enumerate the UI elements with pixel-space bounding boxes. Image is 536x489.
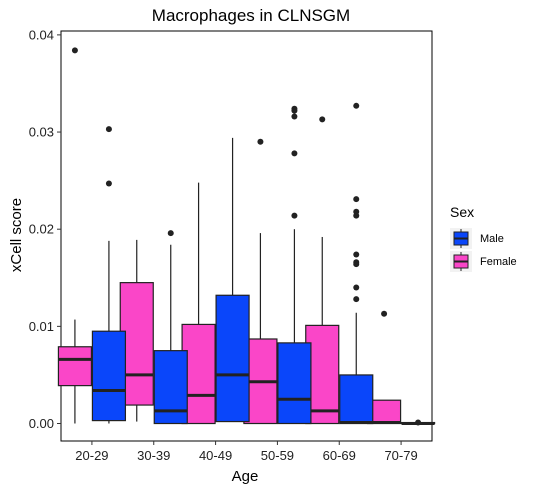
box-male-50-59 xyxy=(277,105,312,425)
x-tick-label: 30-39 xyxy=(137,448,170,463)
legend-label-male: Male xyxy=(480,233,504,245)
series-male xyxy=(91,102,436,426)
x-axis-title: Age xyxy=(232,468,259,485)
y-tick-label: 0.04 xyxy=(29,27,54,42)
outlier-point xyxy=(353,284,360,291)
box-male-40-49 xyxy=(215,137,250,423)
x-tick-label: 50-59 xyxy=(261,448,294,463)
x-tick-label: 20-29 xyxy=(75,448,108,463)
box-male-70-79 xyxy=(400,419,436,426)
plot-area xyxy=(57,30,436,442)
outlier-point xyxy=(353,196,360,203)
y-tick-label: 0.03 xyxy=(29,125,54,140)
box-iqr xyxy=(57,346,93,387)
x-tick-label: 70-79 xyxy=(384,448,417,463)
legend-title: Sex xyxy=(450,204,474,220)
outlier-point xyxy=(381,310,388,317)
box-male-20-29 xyxy=(91,126,127,424)
box-iqr xyxy=(339,374,374,425)
outlier-point xyxy=(353,208,360,215)
outlier-point xyxy=(291,212,298,219)
box-female-20-29 xyxy=(57,47,93,424)
outlier-point xyxy=(353,251,360,258)
box-iqr xyxy=(277,342,312,425)
chart-title: Macrophages in CLNSGM xyxy=(152,6,350,25)
box-male-60-69 xyxy=(339,102,374,425)
x-axis: 20-29 30-39 40-49 50-59 60-69 70-79 xyxy=(75,441,418,463)
outlier-point xyxy=(71,47,78,54)
box-iqr xyxy=(91,330,127,422)
outlier-point xyxy=(319,116,326,123)
outlier-point xyxy=(291,150,298,157)
outlier-point xyxy=(167,230,174,237)
y-tick-label: 0.00 xyxy=(29,416,54,431)
box-iqr xyxy=(215,294,250,423)
outlier-point xyxy=(105,180,112,187)
outlier-point xyxy=(291,113,298,120)
y-axis: 0.00 0.01 0.02 0.03 0.04 xyxy=(29,27,61,431)
y-tick-label: 0.01 xyxy=(29,319,54,334)
x-tick-label: 60-69 xyxy=(323,448,356,463)
legend: Sex Male Female xyxy=(450,204,517,272)
outlier-point xyxy=(257,138,264,145)
outlier-point xyxy=(353,296,360,303)
box-male-30-39 xyxy=(153,230,188,425)
x-tick-label: 40-49 xyxy=(199,448,232,463)
y-tick-label: 0.02 xyxy=(29,222,54,237)
outlier-point xyxy=(415,419,422,426)
outlier-point xyxy=(353,102,360,109)
box-iqr xyxy=(153,350,188,425)
outlier-point xyxy=(353,259,360,266)
outlier-point xyxy=(291,105,298,112)
y-axis-title: xCell score xyxy=(8,198,25,272)
legend-label-female: Female xyxy=(480,256,517,268)
outlier-point xyxy=(105,126,112,133)
